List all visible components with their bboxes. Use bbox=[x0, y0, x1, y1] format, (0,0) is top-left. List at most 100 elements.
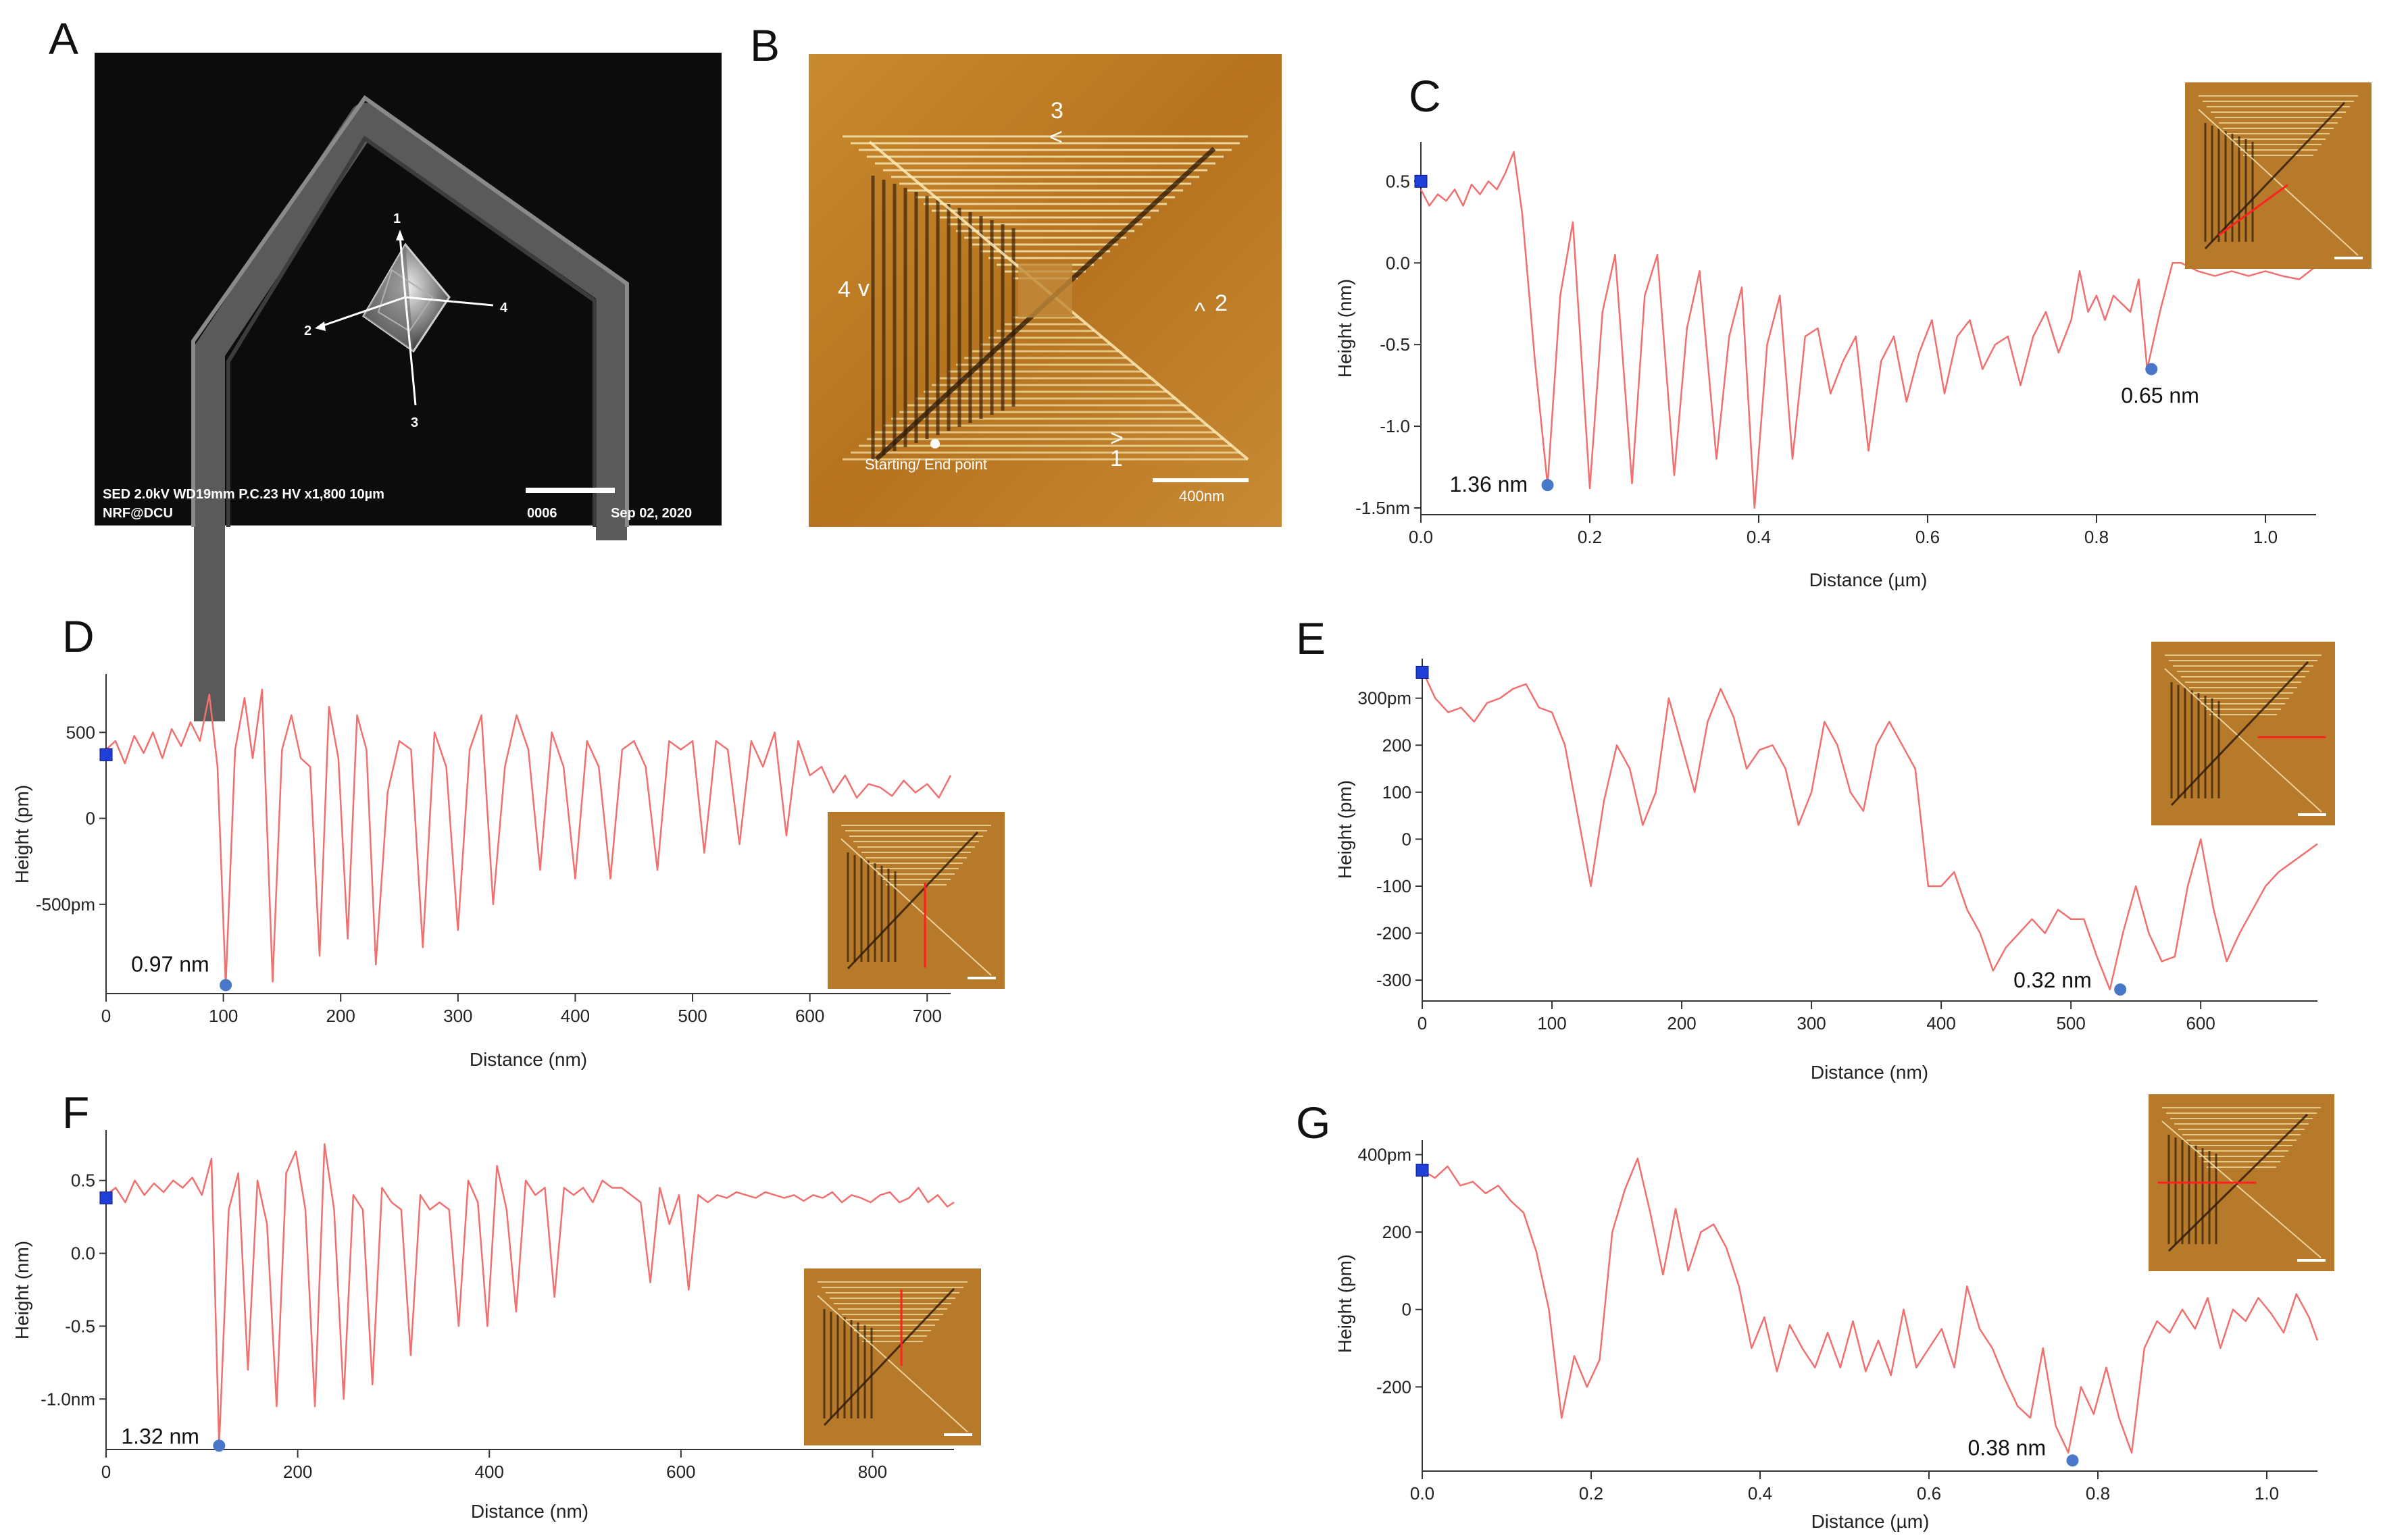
chart-c-xtick-label: 0.8 bbox=[2084, 527, 2109, 547]
chart-g-xtick-label: 0.4 bbox=[1748, 1483, 1772, 1504]
chart-f-ytick-label: 0.5 bbox=[71, 1171, 95, 1191]
sem-info-line2: NRF@DCU bbox=[103, 506, 173, 521]
chart-f-xtick-label: 200 bbox=[283, 1462, 312, 1482]
chart-e-ytick-label: 200 bbox=[1382, 735, 1411, 755]
chart-d-xtick-label: 300 bbox=[443, 1006, 472, 1026]
chart-e-ytick-label: -100 bbox=[1376, 876, 1411, 896]
chart-c-ytick-label: -1.0 bbox=[1380, 416, 1410, 436]
chart-e-inset-scale-bar bbox=[2298, 813, 2326, 816]
chart-g-xtick-label: 0.8 bbox=[2086, 1483, 2110, 1504]
chart-e-ytick-label: 100 bbox=[1382, 782, 1411, 802]
chart-g-ytick-label: 0 bbox=[1402, 1300, 1411, 1320]
chart-c-ytick-label: 0.5 bbox=[1386, 171, 1410, 191]
chart-f-ytick-label: -0.5 bbox=[65, 1316, 95, 1336]
afm-pattern bbox=[843, 135, 1249, 461]
afm-marker-2: 2 bbox=[1215, 290, 1228, 316]
chart-c-ytick-label: -1.5nm bbox=[1355, 498, 1410, 518]
chart-d-annotation: 0.97 nm bbox=[131, 952, 209, 976]
chart-g-series-line bbox=[1422, 1157, 2319, 1454]
chart-e-annotation: 0.32 nm bbox=[2013, 968, 2092, 992]
sem-image: 1 2 3 4 SED 2.0kV WD19mm P.C.23 HV x1,80… bbox=[95, 53, 722, 721]
chart-f-ytick-label: 0.0 bbox=[71, 1243, 95, 1264]
sem-image-number: 0006 bbox=[527, 506, 557, 521]
chart-e-xtick-label: 500 bbox=[2056, 1013, 2085, 1033]
chart-c-ytick-label: 0.0 bbox=[1386, 253, 1410, 273]
chart-g-xtick-label: 1.0 bbox=[2255, 1483, 2279, 1504]
chart-c: 0.0 0.2 0.4 0.6 0.8 1.0 -1.5nm -1.0 -0.5 0.0 0.5 Di… bbox=[1334, 82, 2372, 590]
chart-g-ytick-label: 200 bbox=[1382, 1222, 1411, 1242]
chart-g-ylabel: Height (pm) bbox=[1334, 1254, 1355, 1353]
chart-e-ytick-label: -300 bbox=[1376, 970, 1411, 990]
chart-e-series-line bbox=[1421, 669, 2318, 991]
panel-label-g: G bbox=[1296, 1098, 1330, 1148]
afm-glyph-2: ^ bbox=[1195, 299, 1205, 324]
panel-label-e: E bbox=[1296, 613, 1326, 663]
chart-f-inset-scale-bar bbox=[944, 1433, 972, 1436]
chart-d-xtick-label: 500 bbox=[678, 1006, 707, 1026]
chart-e-xlabel: Distance (nm) bbox=[1811, 1062, 1928, 1083]
chart-g: 0.0 0.2 0.4 0.6 0.8 1.0 -200 0 200 400pm Distance … bbox=[1334, 1094, 2334, 1532]
afm-start-label: Starting/ End point bbox=[865, 456, 987, 473]
sem-arrow-label-1: 1 bbox=[393, 211, 401, 226]
afm-marker-4: 4 bbox=[838, 277, 851, 303]
chart-f-ylabel: Height (nm) bbox=[11, 1241, 32, 1339]
chart-c-xtick-label: 1.0 bbox=[2253, 527, 2278, 547]
chart-e-cursor-point bbox=[2114, 983, 2127, 996]
afm-marker-1: 1 bbox=[1110, 446, 1123, 471]
chart-f-xtick-label: 800 bbox=[858, 1462, 887, 1482]
chart-d-start-marker bbox=[99, 748, 113, 761]
sem-arrow-2 bbox=[320, 296, 406, 328]
chart-g-cursor-point bbox=[2066, 1454, 2079, 1467]
panel-label-f: F bbox=[62, 1087, 89, 1137]
chart-e-ylabel: Height (pm) bbox=[1334, 780, 1355, 879]
chart-d-inset bbox=[828, 812, 1005, 989]
chart-c-series-line bbox=[1420, 151, 2317, 509]
chart-g-ytick-label: 400pm bbox=[1358, 1144, 1412, 1164]
chart-d-ylabel: Height (pm) bbox=[11, 785, 32, 883]
chart-f-series-line bbox=[105, 1143, 955, 1447]
chart-c-cursor-point bbox=[1541, 479, 1554, 492]
chart-e-xtick-label: 600 bbox=[2186, 1013, 2215, 1033]
sem-arrow-label-2: 2 bbox=[304, 324, 311, 338]
chart-f-xtick-label: 400 bbox=[475, 1462, 504, 1482]
sem-info-line1: SED 2.0kV WD19mm P.C.23 HV x1,800 10µm bbox=[103, 487, 384, 502]
chart-c-xtick-label: 0.2 bbox=[1578, 527, 1602, 547]
chart-e: 0 100 200 300 400 500 600 -300 -200 -100 0 100 200 30… bbox=[1334, 642, 2335, 1083]
afm-marker-3: 3 bbox=[1051, 98, 1063, 124]
chart-f-cursor-point bbox=[213, 1439, 226, 1452]
chart-e-xtick-label: 0 bbox=[1418, 1013, 1427, 1033]
chart-g-xtick-label: 0.2 bbox=[1579, 1483, 1603, 1504]
chart-c-xtick-label: 0.6 bbox=[1915, 527, 1940, 547]
chart-d-xtick-label: 600 bbox=[795, 1006, 824, 1026]
chart-e-ytick-label: 300pm bbox=[1358, 688, 1412, 709]
sem-arrow-3 bbox=[404, 297, 417, 406]
chart-c-annotation: 0.65 nm bbox=[2121, 383, 2199, 407]
chart-c-ylabel: Height (nm) bbox=[1334, 279, 1355, 378]
chart-f-start-marker bbox=[99, 1191, 113, 1205]
chart-c-inset bbox=[2185, 82, 2372, 269]
chart-g-annotation: 0.38 nm bbox=[1968, 1435, 2047, 1460]
chart-e-xtick-label: 200 bbox=[1667, 1013, 1696, 1033]
chart-e-xtick-label: 400 bbox=[1926, 1013, 1955, 1033]
chart-g-xtick-label: 0.6 bbox=[1917, 1483, 1941, 1504]
chart-d-cursor-point bbox=[220, 979, 232, 992]
chart-d-xtick-label: 100 bbox=[209, 1006, 238, 1026]
chart-g-inset bbox=[2149, 1094, 2334, 1271]
chart-f-ytick-label: -1.0nm bbox=[41, 1389, 95, 1409]
afm-start-point bbox=[930, 439, 940, 448]
chart-g-xtick-label: 0.0 bbox=[1410, 1483, 1434, 1504]
chart-d-xtick-label: 200 bbox=[326, 1006, 355, 1026]
chart-f-annotation: 1.32 nm bbox=[121, 1424, 199, 1448]
chart-c-ytick-label: -0.5 bbox=[1380, 334, 1410, 355]
sem-arrow-4 bbox=[405, 296, 494, 307]
chart-c-inset-scale-bar bbox=[2334, 257, 2363, 259]
chart-g-ytick-label: -200 bbox=[1376, 1377, 1411, 1397]
chart-c-cursor-point bbox=[2145, 363, 2158, 376]
panel-label-d: D bbox=[62, 611, 95, 661]
sem-arrow-label-4: 4 bbox=[500, 301, 508, 315]
chart-f-xlabel: Distance (nm) bbox=[471, 1501, 588, 1522]
chart-d-xtick-label: 400 bbox=[561, 1006, 590, 1026]
chart-g-inset-scale-bar bbox=[2297, 1259, 2326, 1262]
chart-f: 0 200 400 600 800 -1.0nm -0.5 0.0 0.5 Distance (n… bbox=[11, 1130, 981, 1522]
